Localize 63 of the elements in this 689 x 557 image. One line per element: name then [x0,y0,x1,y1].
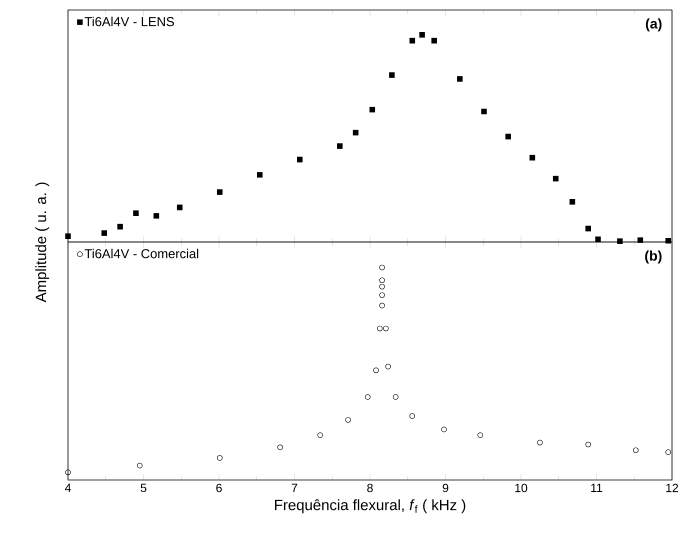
x-tick-label: 5 [140,484,146,492]
point [537,440,543,446]
point [216,189,223,195]
point [65,233,71,239]
x-tick-label: 6 [216,484,222,492]
point [379,292,385,298]
point [409,38,416,44]
point [377,326,383,332]
point [352,130,358,136]
point [392,394,398,400]
text: (a) [646,18,662,32]
point [379,264,385,270]
x-tick-label: 9 [442,484,448,492]
legend-label: Ti6Al4V - Comercial [84,248,198,258]
point [585,442,591,448]
point [441,426,447,432]
point [277,444,283,450]
x-tick-label: 7 [292,484,298,492]
point [477,432,484,438]
point [256,172,263,178]
y-axis-title: Amplitude ( u. a. ) [35,182,50,302]
x-tick-label: 11 [591,484,602,492]
point [530,154,536,160]
point [585,226,591,232]
point [337,143,343,149]
point [317,432,323,438]
point [379,277,385,284]
point [345,417,351,423]
x-tick-label: 10 [515,484,528,492]
point [431,38,437,44]
point [65,470,71,476]
point [419,32,425,38]
point [632,447,639,454]
point [552,176,559,182]
point [369,106,376,112]
point [409,413,416,419]
point [379,284,385,290]
text: (b) [645,250,662,264]
point [373,368,379,374]
point [296,156,303,162]
legend-label: Ti6Al4V - LENS [84,16,174,26]
point [133,210,139,216]
point [595,236,601,242]
point [216,455,223,461]
point [101,230,108,236]
x-tick-label: 4 [64,484,71,492]
point [176,204,183,210]
x-tick-label: 12 [666,484,678,492]
point [457,76,463,82]
x-tick-label: 8 [367,484,373,492]
point [136,462,143,468]
point [385,364,391,370]
point [379,302,385,308]
point [665,449,672,455]
point [364,394,371,400]
point [570,199,576,205]
point [154,213,160,219]
point [481,108,487,114]
point [383,326,389,332]
point [389,72,395,78]
point [505,134,511,140]
x-axis-title: Frequência flexural, f$_{f}$ ( kHz ) [275,499,466,514]
point [117,224,123,230]
